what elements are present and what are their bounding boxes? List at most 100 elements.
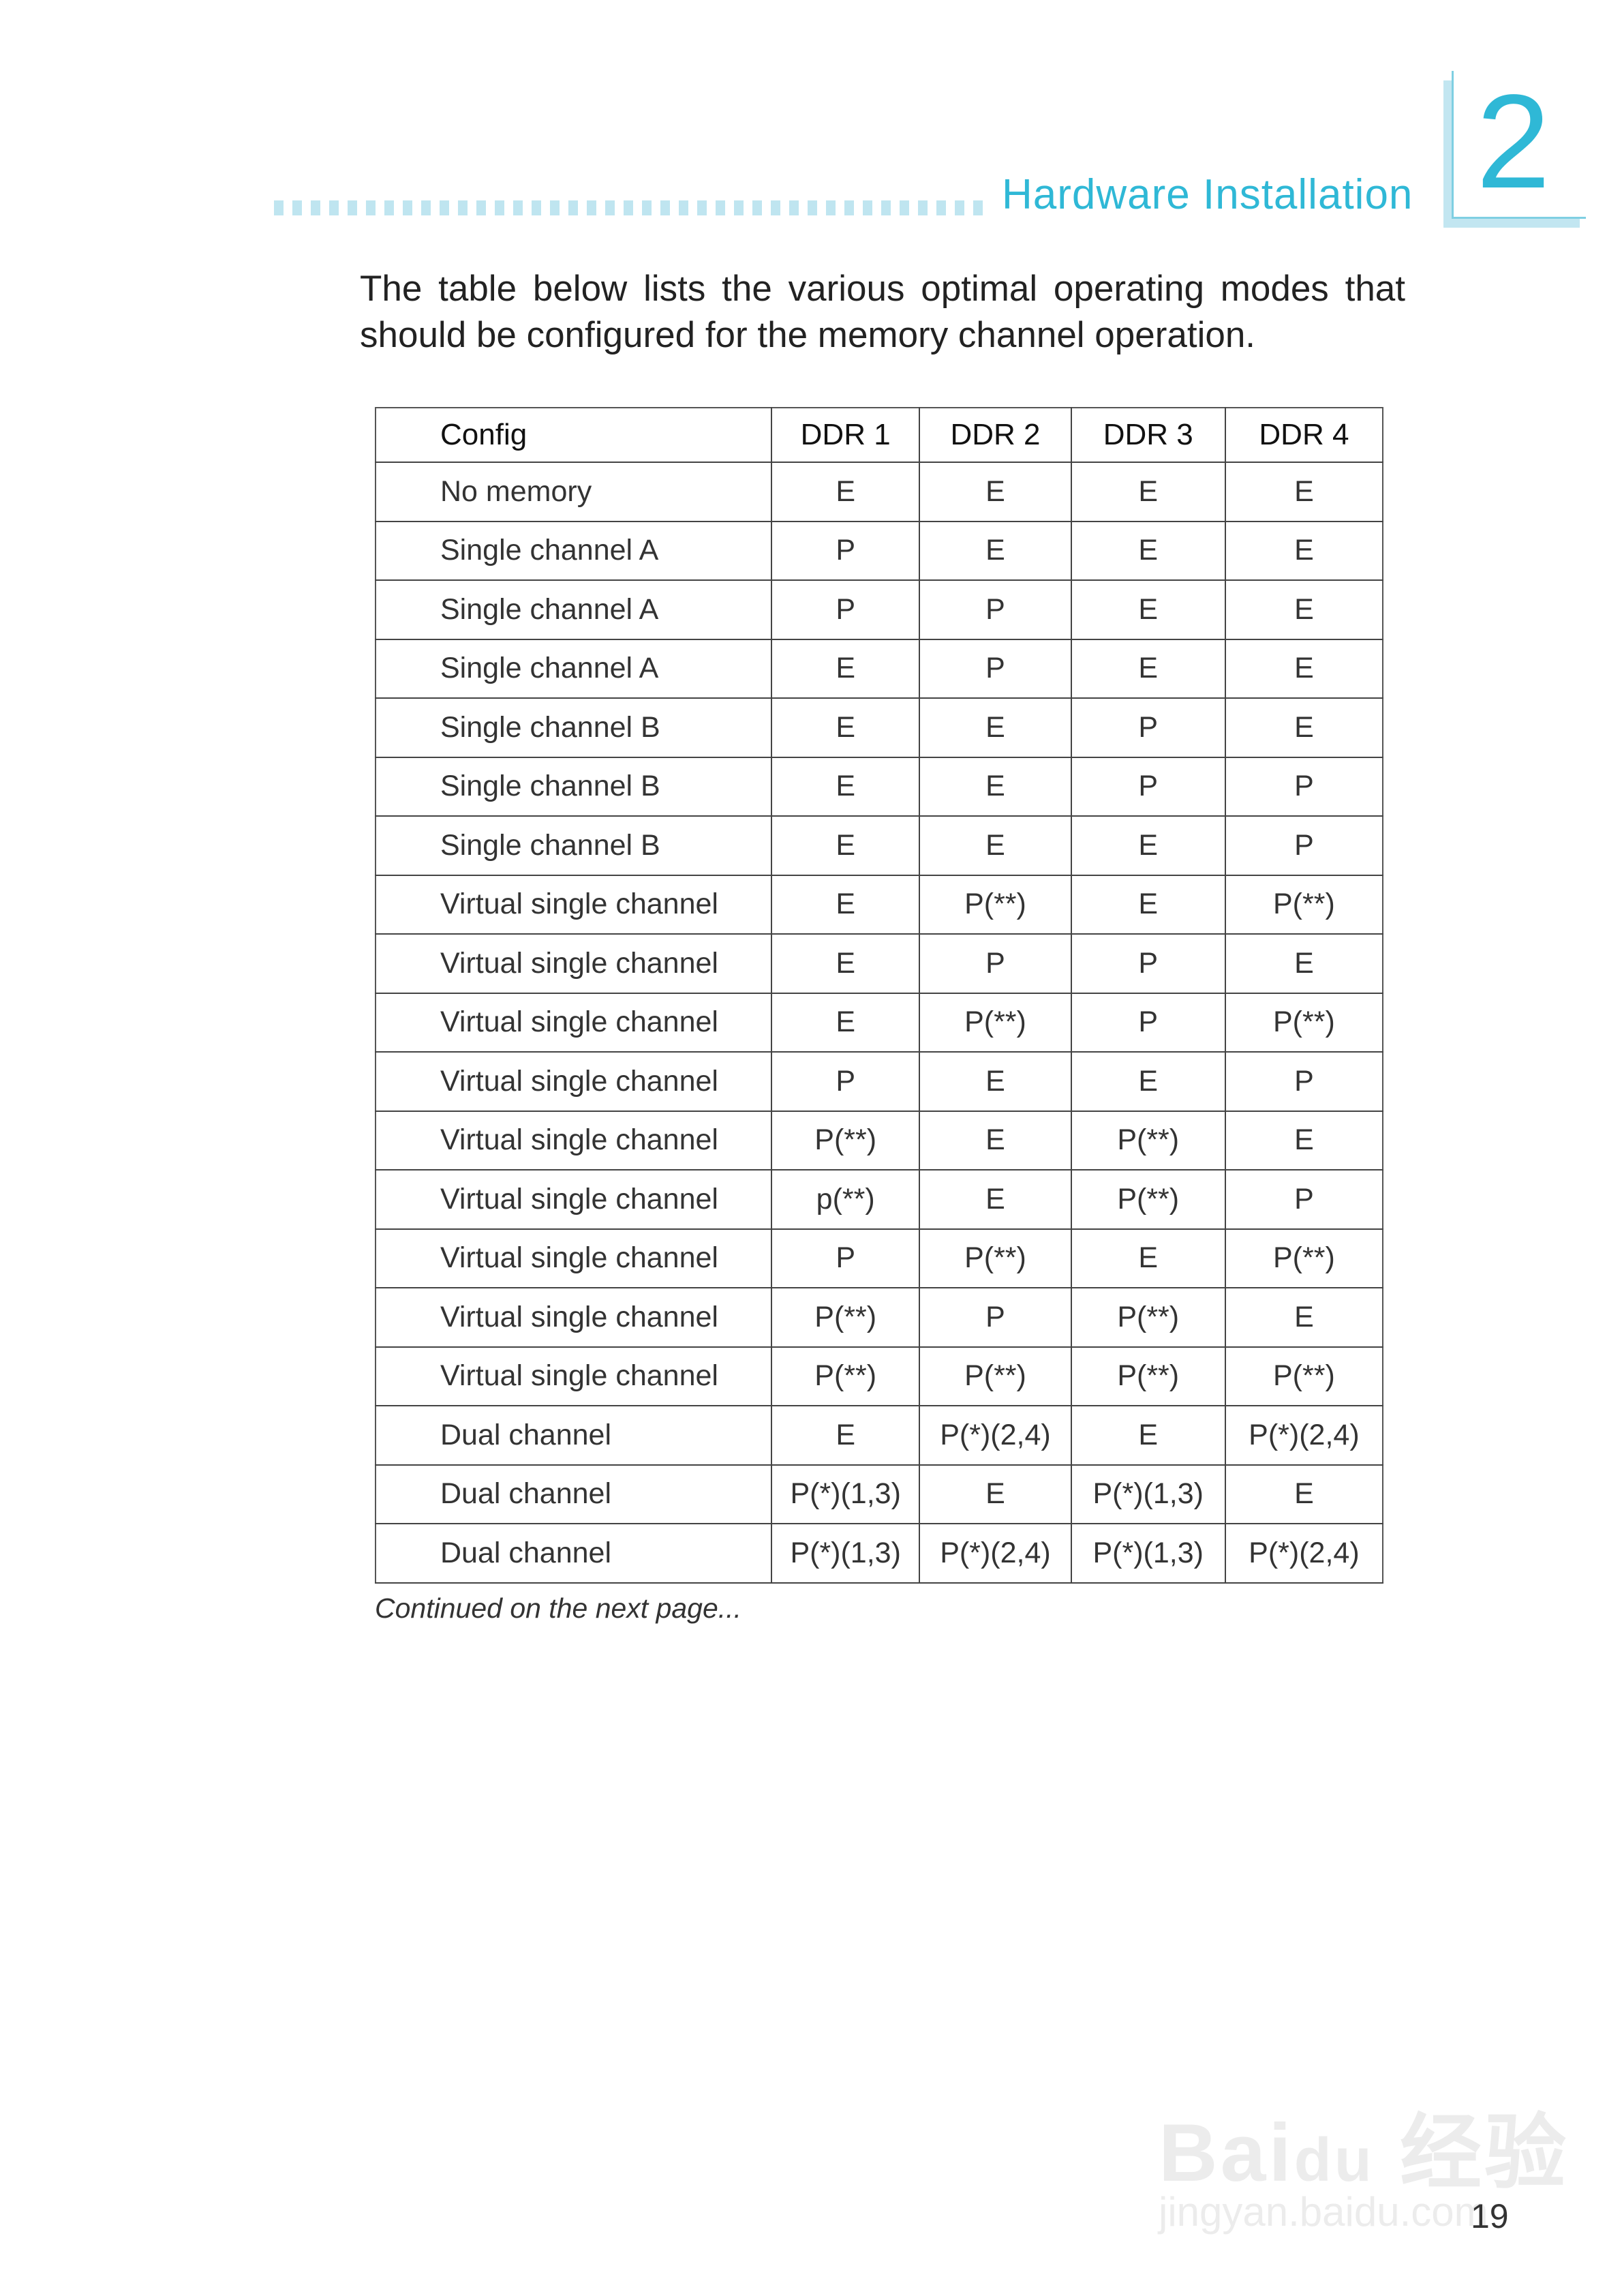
ddr3-cell: P [1070, 757, 1225, 817]
config-cell: Virtual single channel [376, 1111, 772, 1170]
ddr3-cell: P(**) [1070, 1170, 1225, 1230]
config-cell: Virtual single channel [376, 1170, 772, 1230]
ddr2-cell: P(**) [919, 1346, 1071, 1406]
ddr3-cell: E [1070, 580, 1225, 640]
section-title: Hardware Installation [1002, 171, 1413, 218]
ddr4-cell: E [1224, 698, 1383, 758]
ddr1-cell: P [771, 580, 920, 640]
ddr2-cell: P(**) [919, 1228, 1071, 1288]
watermark-url: jingyan.baidu.com [1159, 2189, 1488, 2235]
table-row: Virtual single channel E P(**) E P(**) [376, 875, 1383, 935]
column-header-ddr2: DDR 2 [919, 408, 1071, 463]
config-cell: Single channel B [376, 816, 772, 876]
ddr2-cell: E [919, 698, 1071, 758]
ddr4-cell: P(**) [1224, 1346, 1383, 1406]
ddr4-cell: E [1224, 462, 1383, 522]
table-row: Dual channel P(*)(1,3) E P(*)(1,3) E [376, 1464, 1383, 1524]
ddr3-cell: E [1070, 1406, 1225, 1466]
ddr2-cell: E [919, 521, 1071, 581]
ddr1-cell: E [771, 639, 920, 699]
ddr2-cell: E [919, 757, 1071, 817]
header-dotted-rule [274, 200, 983, 215]
ddr1-cell: P [771, 1228, 920, 1288]
ddr1-cell: E [771, 757, 920, 817]
table-row: Dual channel E P(*)(2,4) E P(*)(2,4) [376, 1406, 1383, 1466]
continued-note: Continued on the next page... [375, 1592, 741, 1624]
table-row: Virtual single channel p(**) E P(**) P [376, 1170, 1383, 1230]
ddr2-cell: P(**) [919, 875, 1071, 935]
ddr2-cell: P [919, 639, 1071, 699]
ddr2-cell: P [919, 934, 1071, 994]
ddr4-cell: E [1224, 934, 1383, 994]
ddr4-cell: E [1224, 1288, 1383, 1348]
ddr4-cell: P(**) [1224, 1228, 1383, 1288]
column-header-ddr3: DDR 3 [1070, 408, 1225, 463]
config-cell: Single channel B [376, 698, 772, 758]
ddr1-cell: P(*)(1,3) [771, 1464, 920, 1524]
config-cell: No memory [376, 462, 772, 522]
ddr2-cell: P(*)(2,4) [919, 1524, 1071, 1584]
ddr1-cell: P [771, 1052, 920, 1112]
ddr4-cell: P [1224, 1052, 1383, 1112]
ddr3-cell: E [1070, 1228, 1225, 1288]
ddr4-cell: E [1224, 639, 1383, 699]
config-cell: Virtual single channel [376, 934, 772, 994]
ddr4-cell: E [1224, 580, 1383, 640]
config-cell: Single channel A [376, 580, 772, 640]
ddr1-cell: p(**) [771, 1170, 920, 1230]
ddr4-cell: E [1224, 1464, 1383, 1524]
ddr2-cell: P [919, 1288, 1071, 1348]
ddr3-cell: P(*)(1,3) [1070, 1464, 1225, 1524]
ddr1-cell: P(**) [771, 1346, 920, 1406]
ddr2-cell: E [919, 1111, 1071, 1170]
table-row: Virtual single channel P(**) P(**) P(**) P(*… [376, 1346, 1383, 1406]
ddr1-cell: P(**) [771, 1288, 920, 1348]
ddr2-cell: E [919, 1052, 1071, 1112]
ddr3-cell: E [1070, 639, 1225, 699]
ddr4-cell: E [1224, 521, 1383, 581]
table-row: Virtual single channel P(**) E P(**) E [376, 1111, 1383, 1170]
ddr4-cell: P(*)(2,4) [1224, 1524, 1383, 1584]
ddr2-cell: E [919, 462, 1071, 522]
ddr2-cell: P(*)(2,4) [919, 1406, 1071, 1466]
config-cell: Virtual single channel [376, 1288, 772, 1348]
config-cell: Virtual single channel [376, 1052, 772, 1112]
ddr3-cell: P(**) [1070, 1346, 1225, 1406]
table-row: Virtual single channel P E E P [376, 1052, 1383, 1112]
config-cell: Single channel A [376, 639, 772, 699]
intro-paragraph: The table below lists the various optima… [360, 269, 1405, 355]
ddr4-cell: P(**) [1224, 993, 1383, 1053]
config-cell: Virtual single channel [376, 993, 772, 1053]
memory-mode-table: Config DDR 1 DDR 2 DDR 3 DDR 4 No memory E E E E… [375, 407, 1383, 1584]
config-cell: Virtual single channel [376, 1346, 772, 1406]
ddr3-cell: P [1070, 993, 1225, 1053]
ddr2-cell: P(**) [919, 993, 1071, 1053]
config-cell: Dual channel [376, 1464, 772, 1524]
ddr1-cell: E [771, 698, 920, 758]
ddr3-cell: P [1070, 698, 1225, 758]
chapter-number: 2 [1476, 67, 1551, 216]
ddr1-cell: E [771, 462, 920, 522]
config-cell: Virtual single channel [376, 1228, 772, 1288]
watermark-logo: Baidu 经验 [1159, 2107, 1570, 2199]
ddr2-cell: P [919, 580, 1071, 640]
column-header-ddr4: DDR 4 [1224, 408, 1383, 463]
ddr1-cell: E [771, 1406, 920, 1466]
ddr1-cell: P [771, 521, 920, 581]
ddr3-cell: E [1070, 816, 1225, 876]
ddr1-cell: P(*)(1,3) [771, 1524, 920, 1584]
table-row: Virtual single channel P P(**) E P(**) [376, 1228, 1383, 1288]
column-header-ddr1: DDR 1 [771, 408, 920, 463]
page-number: 19 [1471, 2197, 1509, 2235]
ddr4-cell: P(**) [1224, 875, 1383, 935]
ddr1-cell: E [771, 816, 920, 876]
config-cell: Dual channel [376, 1524, 772, 1584]
config-cell: Single channel A [376, 521, 772, 581]
table-row: No memory E E E E [376, 462, 1383, 522]
